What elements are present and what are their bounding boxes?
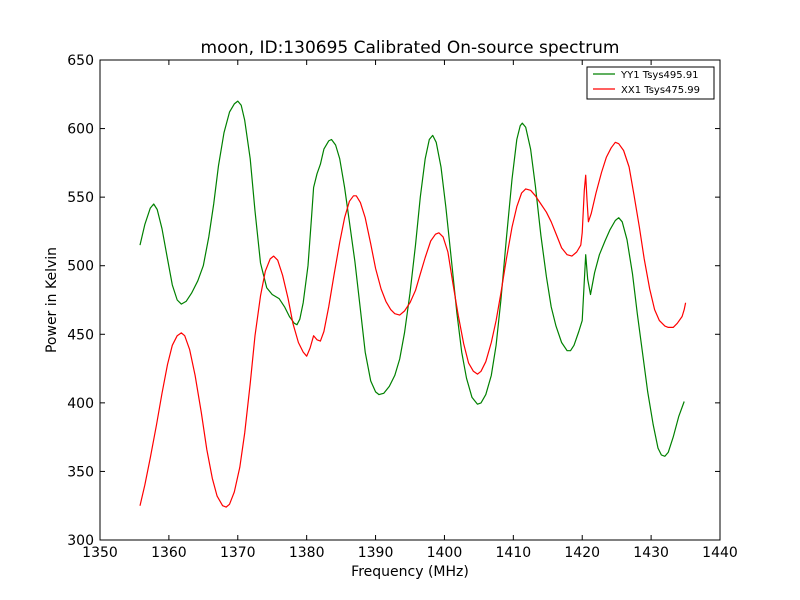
x-tick-label: 1350	[82, 545, 118, 561]
x-tick-label: 1430	[633, 545, 669, 561]
plot-frame	[99, 59, 721, 541]
x-tick-label: 1400	[427, 545, 463, 561]
y-tick-label: 650	[67, 53, 94, 69]
x-tick-label: 1360	[151, 545, 187, 561]
chart-title: moon, ID:130695 Calibrated On-source spe…	[201, 38, 620, 58]
x-axis-title: Frequency (MHz)	[351, 564, 469, 580]
x-axis: 1350 1360 1370 1380 1390 1400 1410 1420 1430 1440	[82, 60, 738, 561]
legend-label-xx1: XX1 Tsys475.99	[621, 85, 700, 96]
y-tick-label: 350	[67, 464, 94, 480]
x-tick-label: 1380	[289, 545, 325, 561]
series-line-1	[139, 141, 687, 508]
y-tick-label: 500	[67, 259, 94, 275]
legend-label-yy1: YY1 Tsys495.91	[620, 70, 699, 81]
y-tick-label: 600	[67, 122, 94, 138]
plot-background	[100, 60, 720, 540]
y-tick-label: 550	[67, 190, 94, 206]
x-tick-label: 1410	[496, 545, 532, 561]
series-layer	[139, 100, 687, 508]
x-tick-label: 1370	[220, 545, 256, 561]
y-tick-label: 450	[67, 327, 94, 343]
plot-area: 1350 1360 1370 1380 1390 1400 1410 1420 1430 1440…	[67, 53, 738, 561]
x-tick-label: 1440	[702, 545, 738, 561]
x-tick-label: 1390	[358, 545, 394, 561]
legend-box	[586, 66, 715, 100]
legend: YY1 Tsys495.91 XX1 Tsys475.99	[586, 66, 715, 100]
y-axis-title: Power in Kelvin	[44, 247, 60, 353]
series-line-0	[139, 100, 685, 457]
x-tick-label: 1420	[564, 545, 600, 561]
y-tick-label: 400	[67, 396, 94, 412]
y-tick-label: 300	[67, 533, 94, 549]
y-axis: 300 350 400 450 500 550 600 650	[67, 53, 720, 549]
